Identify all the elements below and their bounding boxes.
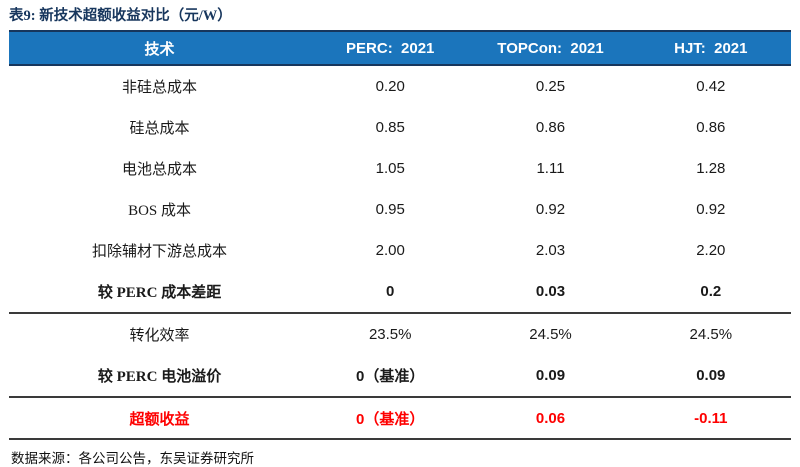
header-col-tech: 技术 bbox=[144, 40, 175, 58]
table-row-bos-cost: BOS 成本 0.95 0.92 0.92 bbox=[9, 189, 791, 230]
table-row-conversion-efficiency: 转化效率 23.5% 24.5% 24.5% bbox=[9, 314, 791, 355]
row-label: BOS 成本 bbox=[128, 203, 191, 219]
section-divider bbox=[9, 312, 791, 314]
row-value-hjt: 0.92 bbox=[696, 201, 726, 218]
table-header-row: 技术 PERC: 2021 TOPCon: 2021 HJT: 2021 bbox=[9, 30, 791, 66]
row-label: 电池总成本 bbox=[122, 162, 198, 178]
data-source: 数据来源：各公司公告，东吴证券研究所 bbox=[11, 451, 254, 466]
row-value-topcon: 0.86 bbox=[535, 119, 566, 136]
table-row-downstream-total-cost: 扣除辅材下游总成本 2.00 2.03 2.20 bbox=[9, 230, 791, 271]
row-value-hjt: 0.09 bbox=[696, 367, 726, 384]
header-col-hjt: HJT: 2021 bbox=[674, 39, 748, 57]
row-label: 较 PERC 电池溢价 bbox=[97, 369, 222, 385]
row-value-hjt: -0.11 bbox=[694, 409, 728, 427]
row-value-hjt: 0.42 bbox=[696, 78, 726, 95]
header-col-topcon: TOPCon: 2021 bbox=[497, 39, 604, 57]
table-row-nonsilicon-cost: 非硅总成本 0.20 0.25 0.42 bbox=[9, 66, 791, 107]
table-row-excess-return: 超额收益 0（基准） 0.06 -0.11 bbox=[9, 398, 791, 438]
row-label: 转化效率 bbox=[129, 328, 190, 344]
row-value-perc: 0（基准） bbox=[356, 410, 425, 428]
row-value-topcon: 0.06 bbox=[535, 409, 566, 427]
section-divider bbox=[9, 396, 791, 398]
row-value-perc: 0.95 bbox=[375, 201, 405, 218]
row-label: 非硅总成本 bbox=[122, 80, 198, 96]
row-label: 硅总成本 bbox=[129, 121, 190, 137]
table-row-silicon-cost: 硅总成本 0.85 0.86 0.86 bbox=[9, 107, 791, 148]
row-value-hjt: 1.28 bbox=[696, 160, 726, 177]
header-col-perc: PERC: 2021 bbox=[346, 39, 435, 57]
row-value-topcon: 0.25 bbox=[535, 78, 566, 95]
row-value-perc: 23.5% bbox=[368, 326, 412, 343]
row-value-perc: 0（基准） bbox=[356, 368, 425, 385]
row-value-perc: 2.00 bbox=[375, 242, 405, 259]
row-value-topcon: 0.03 bbox=[535, 283, 566, 300]
row-value-hjt: 0.2 bbox=[700, 283, 722, 300]
table-row-cell-total-cost: 电池总成本 1.05 1.11 1.28 bbox=[9, 148, 791, 189]
row-value-topcon: 2.03 bbox=[535, 242, 566, 259]
row-label: 超额收益 bbox=[129, 411, 190, 428]
row-value-topcon: 0.09 bbox=[535, 367, 566, 384]
row-value-topcon: 0.92 bbox=[535, 201, 566, 218]
row-label: 较 PERC 成本差距 bbox=[97, 285, 222, 301]
table-row-cell-premium-vs-perc: 较 PERC 电池溢价 0（基准） 0.09 0.09 bbox=[9, 355, 791, 396]
row-value-hjt: 0.86 bbox=[696, 119, 726, 136]
row-value-perc: 0.85 bbox=[375, 119, 405, 136]
row-value-perc: 1.05 bbox=[375, 160, 405, 177]
table-title: 表9: 新技术超额收益对比（元/W） bbox=[9, 8, 232, 24]
row-value-topcon: 1.11 bbox=[536, 160, 565, 177]
row-label: 扣除辅材下游总成本 bbox=[92, 244, 228, 260]
table-row-cost-gap-vs-perc: 较 PERC 成本差距 0 0.03 0.2 bbox=[9, 271, 791, 312]
row-value-perc: 0 bbox=[386, 283, 395, 300]
row-value-hjt: 2.20 bbox=[696, 242, 726, 259]
row-value-perc: 0.20 bbox=[375, 78, 405, 95]
row-value-hjt: 24.5% bbox=[689, 326, 733, 343]
row-value-topcon: 24.5% bbox=[529, 326, 572, 343]
table-bottom-border bbox=[9, 438, 791, 440]
